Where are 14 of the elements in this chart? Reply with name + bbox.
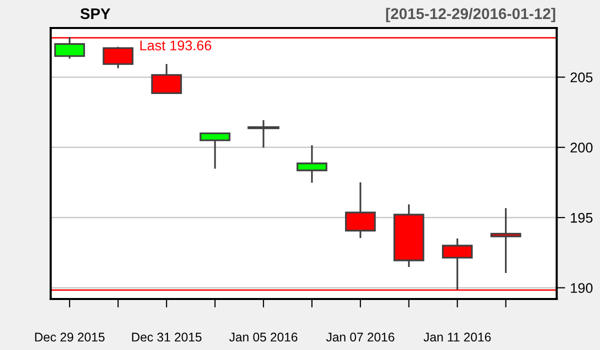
- x-tick-label: Dec 31 2015: [132, 332, 202, 342]
- y-tick-label: 205: [570, 72, 592, 82]
- chart-title: SPY: [80, 8, 110, 20]
- x-tick-label: Dec 29 2015: [35, 332, 105, 342]
- y-tick-label: 190: [570, 283, 593, 293]
- y-tick-label: 195: [570, 212, 592, 223]
- candlestick: [248, 120, 280, 148]
- x-tick-label: Jan 07 2016: [326, 332, 394, 342]
- x-tick-label: Jan 11 2016: [424, 332, 491, 342]
- annotation: Last 193.66: [140, 40, 212, 50]
- chart-subtitle: [2015-12-29/2016-01-12]: [386, 8, 556, 22]
- candlestick: [490, 208, 522, 274]
- x-tick-label: Jan 05 2016: [229, 332, 298, 342]
- y-tick-label: 200: [570, 142, 593, 153]
